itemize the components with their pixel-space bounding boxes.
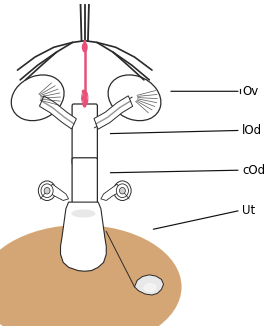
Ellipse shape [11, 75, 64, 121]
Polygon shape [47, 184, 69, 200]
FancyBboxPatch shape [72, 158, 97, 204]
Text: cOd: cOd [242, 164, 265, 177]
Polygon shape [94, 96, 133, 129]
Ellipse shape [108, 75, 161, 121]
FancyBboxPatch shape [72, 104, 97, 165]
Ellipse shape [143, 283, 157, 292]
Polygon shape [61, 202, 106, 271]
Ellipse shape [119, 187, 125, 194]
Polygon shape [101, 184, 122, 200]
Ellipse shape [0, 225, 182, 326]
Ellipse shape [82, 42, 88, 52]
Ellipse shape [38, 181, 56, 200]
Ellipse shape [44, 187, 50, 194]
Polygon shape [40, 96, 76, 129]
Ellipse shape [81, 90, 89, 106]
Ellipse shape [41, 184, 53, 198]
Ellipse shape [71, 210, 95, 218]
Ellipse shape [114, 181, 131, 200]
Text: Ut: Ut [242, 204, 255, 217]
Text: Ov: Ov [242, 85, 258, 98]
Text: lOd: lOd [242, 124, 262, 137]
Polygon shape [134, 275, 164, 295]
Ellipse shape [83, 40, 86, 44]
Ellipse shape [116, 184, 129, 198]
